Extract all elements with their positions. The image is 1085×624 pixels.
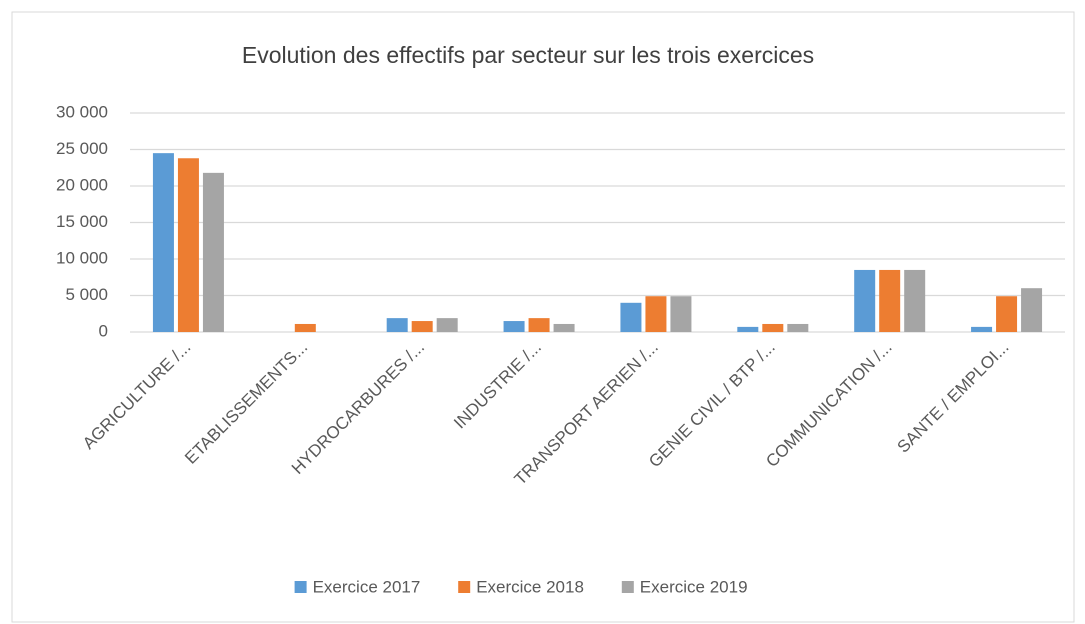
bar bbox=[528, 318, 550, 332]
y-tick-label: 15 000 bbox=[56, 212, 108, 231]
y-tick-label: 5 000 bbox=[65, 285, 108, 304]
bar bbox=[1021, 288, 1043, 332]
y-tick-label: 25 000 bbox=[56, 139, 108, 158]
bar bbox=[787, 323, 809, 332]
bar bbox=[620, 302, 642, 332]
bar bbox=[152, 153, 174, 332]
bar bbox=[411, 321, 433, 332]
y-tick-label: 20 000 bbox=[56, 175, 108, 194]
legend-label: Exercice 2018 bbox=[476, 577, 584, 596]
bar bbox=[737, 326, 759, 332]
bar bbox=[645, 296, 667, 332]
bar bbox=[971, 326, 993, 332]
legend-swatch bbox=[458, 581, 471, 593]
y-tick-label: 10 000 bbox=[56, 248, 108, 267]
bar bbox=[386, 318, 408, 332]
bar bbox=[177, 158, 199, 332]
bar bbox=[879, 269, 901, 332]
y-tick-label: 30 000 bbox=[56, 102, 108, 121]
bar bbox=[762, 323, 784, 332]
bar bbox=[436, 318, 458, 332]
bar bbox=[294, 323, 316, 332]
bar bbox=[670, 296, 692, 332]
chart-title: Evolution des effectifs par secteur sur … bbox=[242, 42, 814, 68]
bar bbox=[202, 172, 224, 332]
legend-swatch bbox=[621, 581, 634, 593]
bar bbox=[553, 323, 575, 332]
bar bbox=[904, 269, 926, 332]
bar bbox=[503, 321, 525, 332]
bar bbox=[996, 296, 1018, 332]
legend-label: Exercice 2019 bbox=[640, 577, 748, 596]
legend-swatch bbox=[294, 581, 307, 593]
legend-label: Exercice 2017 bbox=[313, 577, 421, 596]
y-tick-label: 0 bbox=[99, 321, 108, 340]
bar bbox=[854, 269, 876, 332]
